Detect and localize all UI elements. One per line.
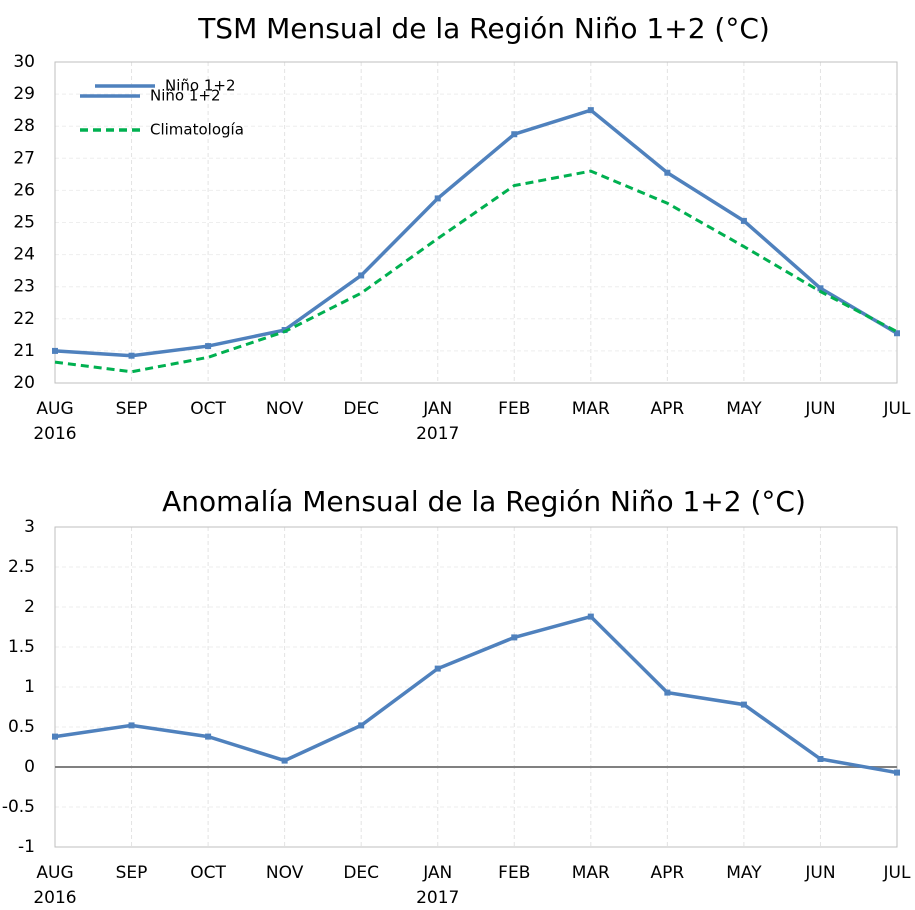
x-tick-label: AUG (36, 399, 73, 419)
y-tick-label: 0.5 (8, 717, 35, 737)
x-tick-label: JUL (883, 863, 911, 883)
series-line (54, 108, 898, 358)
x-tick-label: DEC (343, 399, 379, 419)
x-tick-label: JUL (883, 399, 911, 419)
y-tick-label: 21 (13, 341, 35, 361)
point (740, 217, 747, 224)
point (587, 613, 594, 620)
x-year-label: 2017 (416, 888, 459, 906)
point (358, 272, 365, 279)
point (587, 107, 594, 114)
point (740, 701, 747, 708)
x-tick-label: MAY (726, 399, 762, 419)
y-tick-label: 29 (13, 84, 35, 104)
point (205, 733, 212, 740)
y-tick-label: 26 (13, 180, 35, 200)
y-tick-label: -1 (18, 837, 35, 857)
x-tick-label: NOV (266, 399, 304, 419)
x-tick-label: AUG (36, 863, 73, 883)
y-tick-label: 20 (13, 373, 35, 393)
point (817, 756, 824, 762)
legend-label: Niño 1+2 (165, 77, 236, 95)
x-tick-label: JAN (422, 863, 452, 883)
point (205, 343, 212, 350)
x-tick-label: OCT (190, 863, 226, 883)
x-tick-label: NOV (266, 863, 304, 883)
point (358, 722, 365, 729)
chart-title: Anomalía Mensual de la Región Niño 1+2 (… (162, 485, 806, 518)
point (664, 169, 671, 176)
point (511, 634, 518, 641)
x-tick-label: OCT (190, 399, 226, 419)
point (664, 689, 671, 696)
y-tick-label: 3 (24, 517, 35, 537)
x-tick-label: MAR (572, 399, 610, 419)
x-tick-label: MAR (572, 863, 610, 883)
x-tick-label: APR (651, 399, 685, 419)
point (817, 285, 824, 292)
y-tick-label: 23 (13, 277, 35, 297)
plot-border (54, 61, 898, 384)
y-tick-label: 2 (24, 597, 35, 617)
x-tick-label: APR (651, 863, 685, 883)
point (894, 330, 900, 337)
x-tick-label: SEP (116, 863, 148, 883)
x-tick-label: FEB (498, 863, 530, 883)
point (128, 352, 135, 359)
legend-label: Niño 1+2 (150, 87, 221, 105)
plot-border (54, 526, 898, 848)
y-tick-label: 0 (24, 757, 35, 777)
point (434, 665, 441, 672)
x-year-label: 2016 (33, 424, 76, 444)
y-tick-label: 22 (13, 309, 35, 329)
y-tick-label: 2.5 (8, 557, 35, 577)
y-tick-label: -0.5 (2, 797, 35, 817)
y-tick-label: 30 (13, 52, 35, 72)
chart-title: TSM Mensual de la Región Niño 1+2 (°C) (197, 12, 770, 45)
series-line (54, 614, 898, 775)
y-tick-label: 1.5 (8, 637, 35, 657)
point (128, 722, 135, 729)
x-year-label: 2016 (33, 888, 76, 906)
point (52, 733, 58, 740)
y-tick-label: 28 (13, 116, 35, 136)
point (434, 195, 441, 202)
y-tick-label: 24 (13, 245, 35, 265)
x-tick-label: JAN (422, 399, 452, 419)
x-tick-label: JUN (804, 399, 835, 419)
y-tick-label: 1 (24, 677, 35, 697)
legend-label: Climatología (150, 121, 244, 139)
x-tick-label: JUN (804, 863, 835, 883)
x-tick-label: DEC (343, 863, 379, 883)
point (511, 131, 518, 138)
point (894, 769, 900, 776)
series-line (54, 169, 898, 374)
point (281, 757, 288, 764)
x-year-label: 2017 (416, 424, 459, 444)
x-tick-label: SEP (116, 399, 148, 419)
point (52, 347, 58, 354)
x-tick-label: FEB (498, 399, 530, 419)
y-tick-label: 25 (13, 213, 35, 233)
y-tick-label: 27 (13, 148, 35, 168)
x-tick-label: MAY (726, 863, 762, 883)
